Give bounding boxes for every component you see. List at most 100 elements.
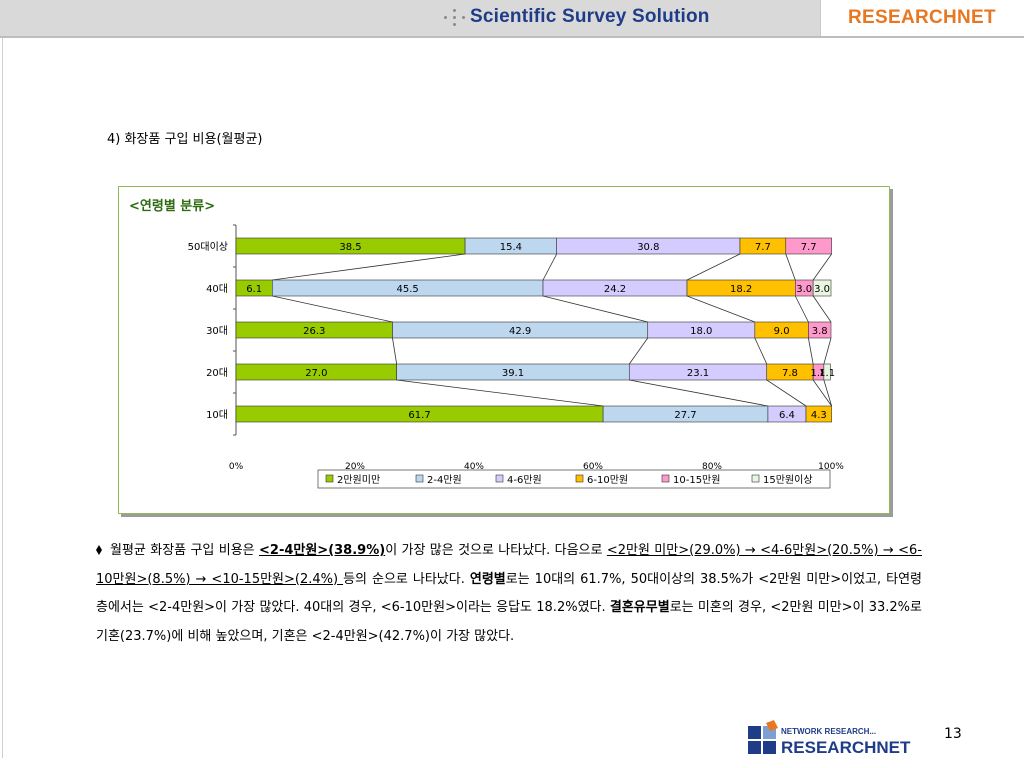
data-label: 4.3 — [811, 410, 827, 421]
legend-swatch — [415, 474, 424, 483]
series-line — [686, 295, 755, 323]
series-line — [807, 337, 814, 365]
data-label: 23.1 — [687, 368, 709, 379]
x-tick-label: 80% — [702, 462, 722, 472]
legend-label: 4-6만원 — [507, 474, 542, 486]
bar-segment — [785, 237, 832, 255]
x-tick-label: 0% — [229, 462, 244, 472]
data-label: 3.8 — [812, 326, 828, 337]
legend-swatch — [325, 474, 334, 483]
data-label: 27.0 — [305, 368, 327, 379]
data-label: 6.1 — [246, 284, 262, 295]
category-label: 50대이상 — [188, 241, 228, 253]
category-label: 20대 — [206, 367, 228, 379]
legend-box — [317, 469, 831, 489]
data-label: 18.0 — [690, 326, 712, 337]
para-seg-5: 등의 순으로 나타났다. — [343, 571, 470, 587]
header-divider — [0, 36, 1024, 38]
series-line — [629, 379, 769, 407]
bar-segment — [812, 279, 832, 297]
data-label: 27.7 — [674, 410, 696, 421]
analysis-paragraph: 월평균 화장품 구입 비용은 <2-4만원>(38.9%)이 가장 많은 것으로… — [96, 537, 922, 651]
para-seg-3: 이 가장 많은 것으로 나타났다. 다음으로 — [385, 543, 607, 558]
section-title: 4) 화장품 구입 비용(월평균) — [107, 132, 263, 147]
bar-segment — [805, 405, 832, 423]
logo-square-icon — [748, 726, 761, 739]
diamond-bullet-icon — [96, 545, 102, 555]
series-line — [823, 379, 832, 407]
x-tick-label: 40% — [464, 462, 484, 472]
data-label: 1.8 — [811, 368, 827, 379]
series-line — [542, 253, 558, 281]
legend-swatch — [495, 474, 504, 483]
series-line — [686, 253, 741, 281]
bar-segment — [808, 321, 832, 339]
para-seg-9: 로는 미혼의 경우, <2만원 미만>이 33.2%로 기혼(23.7%)에 비… — [96, 600, 922, 644]
data-label: 6.4 — [779, 410, 795, 421]
data-label: 26.3 — [303, 326, 325, 337]
data-label: 39.1 — [502, 368, 524, 379]
legend-label: 15만원이상 — [763, 474, 813, 486]
data-label: 18.2 — [730, 284, 752, 295]
series-line — [812, 295, 832, 323]
para-seg-4: <2만원 미만>(29.0%) → <4-6만원>(20.5%) → <6-10… — [96, 543, 922, 587]
x-tick-label: 100% — [818, 462, 844, 472]
brand-box — [820, 0, 1024, 36]
legend-swatch — [575, 474, 584, 483]
series-line — [396, 379, 604, 407]
chart-title: <연령별 분류> — [129, 199, 216, 214]
data-label: 42.9 — [509, 326, 531, 337]
data-label: 30.8 — [637, 242, 659, 253]
series-line — [392, 337, 398, 365]
para-seg-7: 로는 10대의 61.7%, 50대이상의 38.5%가 <2만원 미만>이었고… — [96, 571, 922, 616]
data-label: 3.0 — [814, 284, 830, 295]
data-label: 3.0 — [796, 284, 812, 295]
series-line — [766, 379, 807, 407]
header-brand: RESEARCHNET — [848, 7, 996, 28]
legend-label: 10-15만원 — [673, 474, 720, 486]
left-rule — [2, 38, 3, 758]
dots-icon — [444, 9, 466, 27]
para-seg-1: 월평균 화장품 구입 비용은 — [110, 543, 259, 558]
stacked-bar-chart: 50대이상 38.5 15.4 30.8 7.7 7.7 40대 6.1 45.5 24.2 18.… — [188, 224, 844, 489]
x-tick-label: 20% — [345, 462, 365, 472]
category-label: 40대 — [206, 283, 228, 295]
logo-top-text: NETWORK RESEARCH... — [781, 727, 876, 736]
data-label: 24.2 — [604, 284, 626, 295]
legend-swatch — [751, 474, 760, 483]
series-line — [785, 253, 796, 281]
page-number: 13 — [944, 726, 962, 742]
data-label: 45.5 — [397, 284, 419, 295]
legend-label: 2만원미만 — [337, 474, 380, 486]
data-label: 61.7 — [408, 410, 430, 421]
series-line — [272, 295, 393, 323]
series-line — [812, 379, 832, 407]
bar-segment — [823, 363, 831, 381]
category-label: 10대 — [206, 409, 228, 421]
series-line — [794, 295, 809, 323]
data-label: 1.1 — [819, 368, 835, 379]
legend-label: 6-10만원 — [587, 474, 628, 486]
data-label: 38.5 — [339, 242, 361, 253]
category-label: 30대 — [206, 325, 228, 337]
series-line — [823, 337, 832, 365]
series-line — [272, 253, 466, 281]
data-label: 7.7 — [755, 242, 771, 253]
chart-frame: 50대이상 38.5 15.4 30.8 7.7 7.7 40대 6.1 45.5 24.2 18.… — [118, 186, 890, 514]
logo-square-icon — [763, 741, 776, 754]
series-line — [542, 295, 648, 323]
data-label: 15.4 — [500, 242, 522, 253]
logo-square-icon — [748, 741, 761, 754]
header-bar: Scientific Survey Solution RESEARCHNET — [0, 0, 1024, 36]
para-seg-8: 결혼유무별 — [609, 600, 670, 615]
para-seg-6: 연령별 — [469, 571, 506, 587]
data-label: 9.0 — [774, 326, 790, 337]
header-tagline: Scientific Survey Solution — [470, 6, 710, 27]
legend-label: 2-4만원 — [427, 474, 462, 486]
data-label: 7.7 — [801, 242, 817, 253]
logo-accent-icon — [766, 720, 778, 731]
x-tick-label: 60% — [583, 462, 603, 472]
series-line — [628, 337, 649, 365]
para-seg-2: <2-4만원>(38.9%) — [259, 543, 386, 558]
data-label: 7.8 — [782, 368, 798, 379]
